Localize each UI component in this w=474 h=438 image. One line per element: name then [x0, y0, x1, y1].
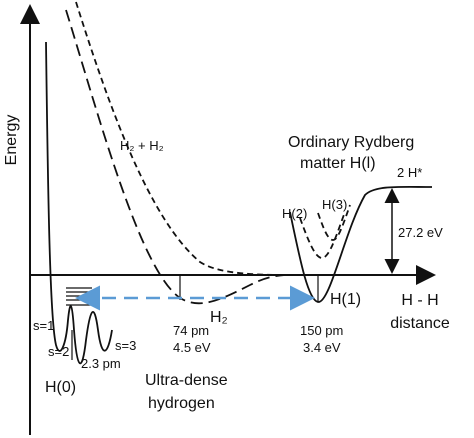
label: H(2): [282, 206, 307, 221]
h2-level-curve: [299, 211, 346, 259]
label: 4.5 eV: [173, 340, 211, 355]
label: matter H(l): [300, 155, 376, 172]
label: H₂: [210, 309, 228, 326]
label: s=3: [115, 338, 136, 353]
h3-level-curve: [317, 204, 351, 241]
label: s=2: [48, 344, 69, 359]
x-label: H - H: [401, 292, 438, 309]
x-label: distance: [390, 315, 450, 332]
label: H(3): [322, 197, 347, 212]
label: 27.2 eV: [398, 225, 443, 240]
rydberg-curve: [289, 185, 433, 303]
label: H(0): [45, 379, 76, 396]
label: 3.4 eV: [303, 340, 341, 355]
label: 2 H*: [397, 165, 422, 180]
y-label: Energy: [3, 115, 20, 166]
h2-curve: [65, 9, 286, 305]
h2h2-curve: [75, 1, 301, 276]
label: Ultra-dense: [145, 372, 228, 389]
label: 150 pm: [300, 323, 343, 338]
ultra-dense-curve: [45, 41, 113, 365]
label: H(1): [330, 291, 361, 308]
label: 74 pm: [173, 323, 209, 338]
label: Ordinary Rydberg: [288, 134, 414, 151]
label: hydrogen: [148, 395, 215, 412]
ladder: [66, 287, 92, 306]
label: 2.3 pm: [81, 356, 121, 371]
label: H₂ + H₂: [120, 138, 164, 153]
label: s=1: [33, 318, 54, 333]
